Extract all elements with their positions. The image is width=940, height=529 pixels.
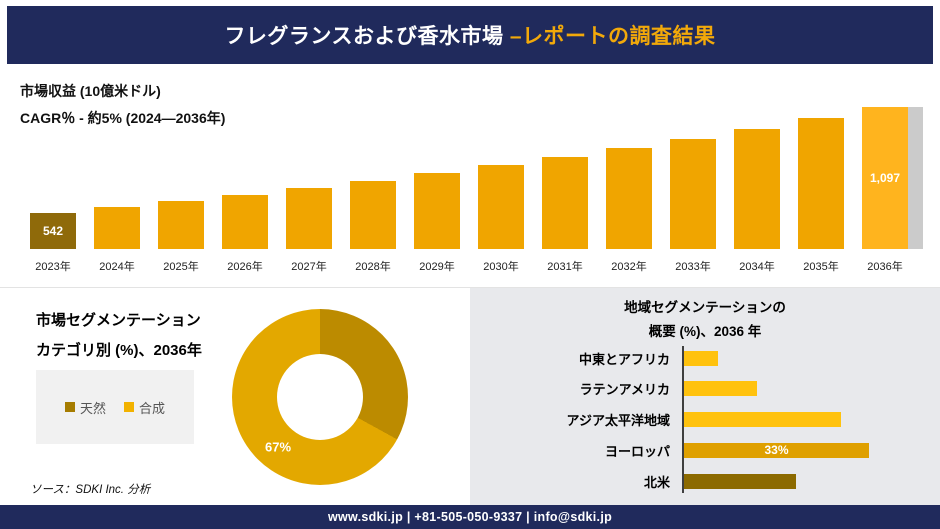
regional-chart-title-line2: 概要 (%)、2036 年	[648, 323, 762, 339]
revenue-year-label: 2024年	[99, 261, 135, 273]
revenue-bar-column: 2034年	[734, 129, 780, 275]
regional-category-label: 中東とアフリカ	[578, 351, 670, 367]
regional-category-label: ヨーロッパ	[604, 443, 670, 459]
revenue-year-label: 2027年	[291, 261, 327, 273]
revenue-bar-column: 542 2023年	[30, 213, 76, 275]
footer-bar: www.sdki.jp | +81-505-050-9337 | info@sd…	[0, 505, 940, 529]
revenue-bar-column: 2033年	[670, 139, 716, 275]
revenue-bar	[222, 195, 268, 249]
page-title-accent: –レポートの調査結果	[509, 25, 716, 48]
revenue-bar-column: 2028年	[350, 181, 396, 275]
page-title-main: フレグランスおよび香水市場	[224, 25, 510, 48]
revenue-bar	[606, 148, 652, 249]
revenue-bar-chart: 542 2023年 2024年 2025年 2026年 2027年 2028年 2029年 20…	[30, 107, 923, 275]
revenue-year-label: 2035年	[803, 261, 839, 273]
regional-category-label: アジア太平洋地域	[566, 413, 670, 428]
regional-bar-chart: 中東とアフリカ ラテンアメリカアジア太平洋地域ヨーロッパ 33% 北米	[490, 344, 926, 495]
category-donut-chart: 67%	[232, 309, 408, 485]
regional-bar-track: 33%	[680, 442, 926, 458]
regional-bar-row: ヨーロッパ 33%	[490, 436, 926, 464]
donut-slice-label: 67%	[264, 439, 292, 455]
revenue-bar-column: 2035年	[798, 118, 844, 275]
legend-label: 合成	[139, 400, 166, 416]
category-chart-title-line2: カテゴリ別 (%)、2036年	[36, 342, 202, 359]
revenue-bar-column: 2029年	[414, 173, 460, 275]
category-chart-title: 市場セグメンテーション カテゴリ別 (%)、2036年	[36, 306, 202, 366]
legend-swatch	[124, 402, 134, 412]
revenue-year-label: 2033年	[675, 261, 711, 273]
header-banner: フレグランスおよび香水市場 –レポートの調査結果	[7, 6, 933, 64]
regional-segmentation-panel: 地域セグメンテーションの 概要 (%)、2036 年 中東とアフリカ ラテンアメリ…	[470, 288, 940, 505]
revenue-bar-column: 1,097 2036年	[862, 107, 923, 275]
regional-bar-row: 北米	[490, 467, 926, 495]
revenue-bar	[798, 118, 844, 249]
regional-bar: 33%	[684, 442, 869, 458]
regional-bar-row: ラテンアメリカ	[490, 375, 926, 403]
regional-bar-track	[680, 473, 926, 489]
revenue-bar	[670, 139, 716, 249]
revenue-year-label: 2023年	[35, 261, 71, 273]
revenue-bar	[414, 173, 460, 249]
revenue-bar: 542	[30, 213, 76, 249]
legend-label: 天然	[79, 400, 106, 416]
category-chart-title-line1: 市場セグメンテーション	[36, 312, 201, 329]
legend-item: 天然	[64, 398, 106, 417]
regional-bar-row: 中東とアフリカ	[490, 344, 926, 372]
category-segmentation-panel: 市場セグメンテーション カテゴリ別 (%)、2036年 天然 合成 67% ソース…	[0, 288, 470, 505]
category-legend: 天然 合成	[36, 370, 194, 444]
revenue-bar-column: 2031年	[542, 157, 588, 275]
regional-bar	[684, 350, 718, 366]
revenue-bar: 1,097	[862, 107, 923, 249]
regional-bar	[684, 473, 796, 489]
revenue-year-label: 2026年	[227, 261, 263, 273]
regional-value-label: 33%	[764, 443, 789, 458]
revenue-year-label: 2031年	[547, 261, 583, 273]
legend-item: 合成	[124, 398, 165, 417]
legend-swatch	[64, 402, 75, 412]
revenue-bar-column: 2030年	[478, 165, 524, 275]
revenue-bar	[286, 188, 332, 249]
revenue-bar-column: 2027年	[286, 188, 332, 275]
revenue-year-label: 2034年	[739, 261, 775, 273]
revenue-chart-section: 市場収益 (10億米ドル) CAGR％ - 約5% (2024―2036年) 5…	[0, 64, 940, 287]
revenue-bar	[542, 157, 588, 249]
regional-category-label: 北米	[643, 474, 670, 490]
revenue-year-label: 2025年	[163, 261, 199, 273]
revenue-bar	[350, 181, 396, 249]
revenue-value-label: 1,097	[869, 171, 901, 185]
revenue-chart-title: 市場収益 (10億米ドル)	[20, 83, 161, 99]
revenue-bar-column: 2026年	[222, 195, 268, 275]
revenue-year-label: 2028年	[355, 261, 391, 273]
revenue-year-label: 2030年	[483, 261, 519, 273]
revenue-cagr-label: CAGR％ - 約5% (2024―2036年)	[20, 110, 226, 127]
revenue-bar	[734, 129, 780, 249]
regional-bar	[684, 412, 841, 427]
revenue-value-label: 542	[42, 224, 64, 238]
regional-bar-track	[680, 350, 926, 366]
regional-bar	[684, 381, 757, 397]
regional-bar-track	[680, 412, 926, 427]
revenue-year-label: 2036年	[867, 261, 903, 273]
revenue-year-label: 2029年	[419, 261, 455, 273]
footer-contact-text: www.sdki.jp | +81-505-050-9337 | info@sd…	[327, 510, 613, 524]
regional-chart-title: 地域セグメンテーションの 概要 (%)、2036 年	[470, 296, 940, 343]
regional-bar-row: アジア太平洋地域	[490, 406, 926, 434]
revenue-bar-column: 2032年	[606, 148, 652, 275]
regional-category-label: ラテンアメリカ	[579, 382, 670, 398]
regional-axis-line	[682, 346, 684, 493]
revenue-bar-column: 2025年	[158, 201, 204, 275]
bottom-panels: 市場セグメンテーション カテゴリ別 (%)、2036年 天然 合成 67% ソース…	[0, 287, 940, 505]
revenue-bar	[94, 207, 140, 249]
page-title: フレグランスおよび香水市場 –レポートの調査結果	[224, 20, 715, 50]
regional-chart-title-line1: 地域セグメンテーションの	[624, 300, 786, 315]
revenue-bar-column: 2024年	[94, 207, 140, 275]
donut-hole	[277, 354, 363, 440]
revenue-bar	[478, 165, 524, 249]
regional-bar-track	[680, 381, 926, 397]
revenue-year-label: 2032年	[611, 261, 647, 273]
source-note: ソース：SDKI Inc. 分析	[30, 484, 151, 496]
revenue-chart-titles: 市場収益 (10億米ドル) CAGR％ - 約5% (2024―2036年)	[20, 78, 225, 133]
revenue-bar	[158, 201, 204, 249]
